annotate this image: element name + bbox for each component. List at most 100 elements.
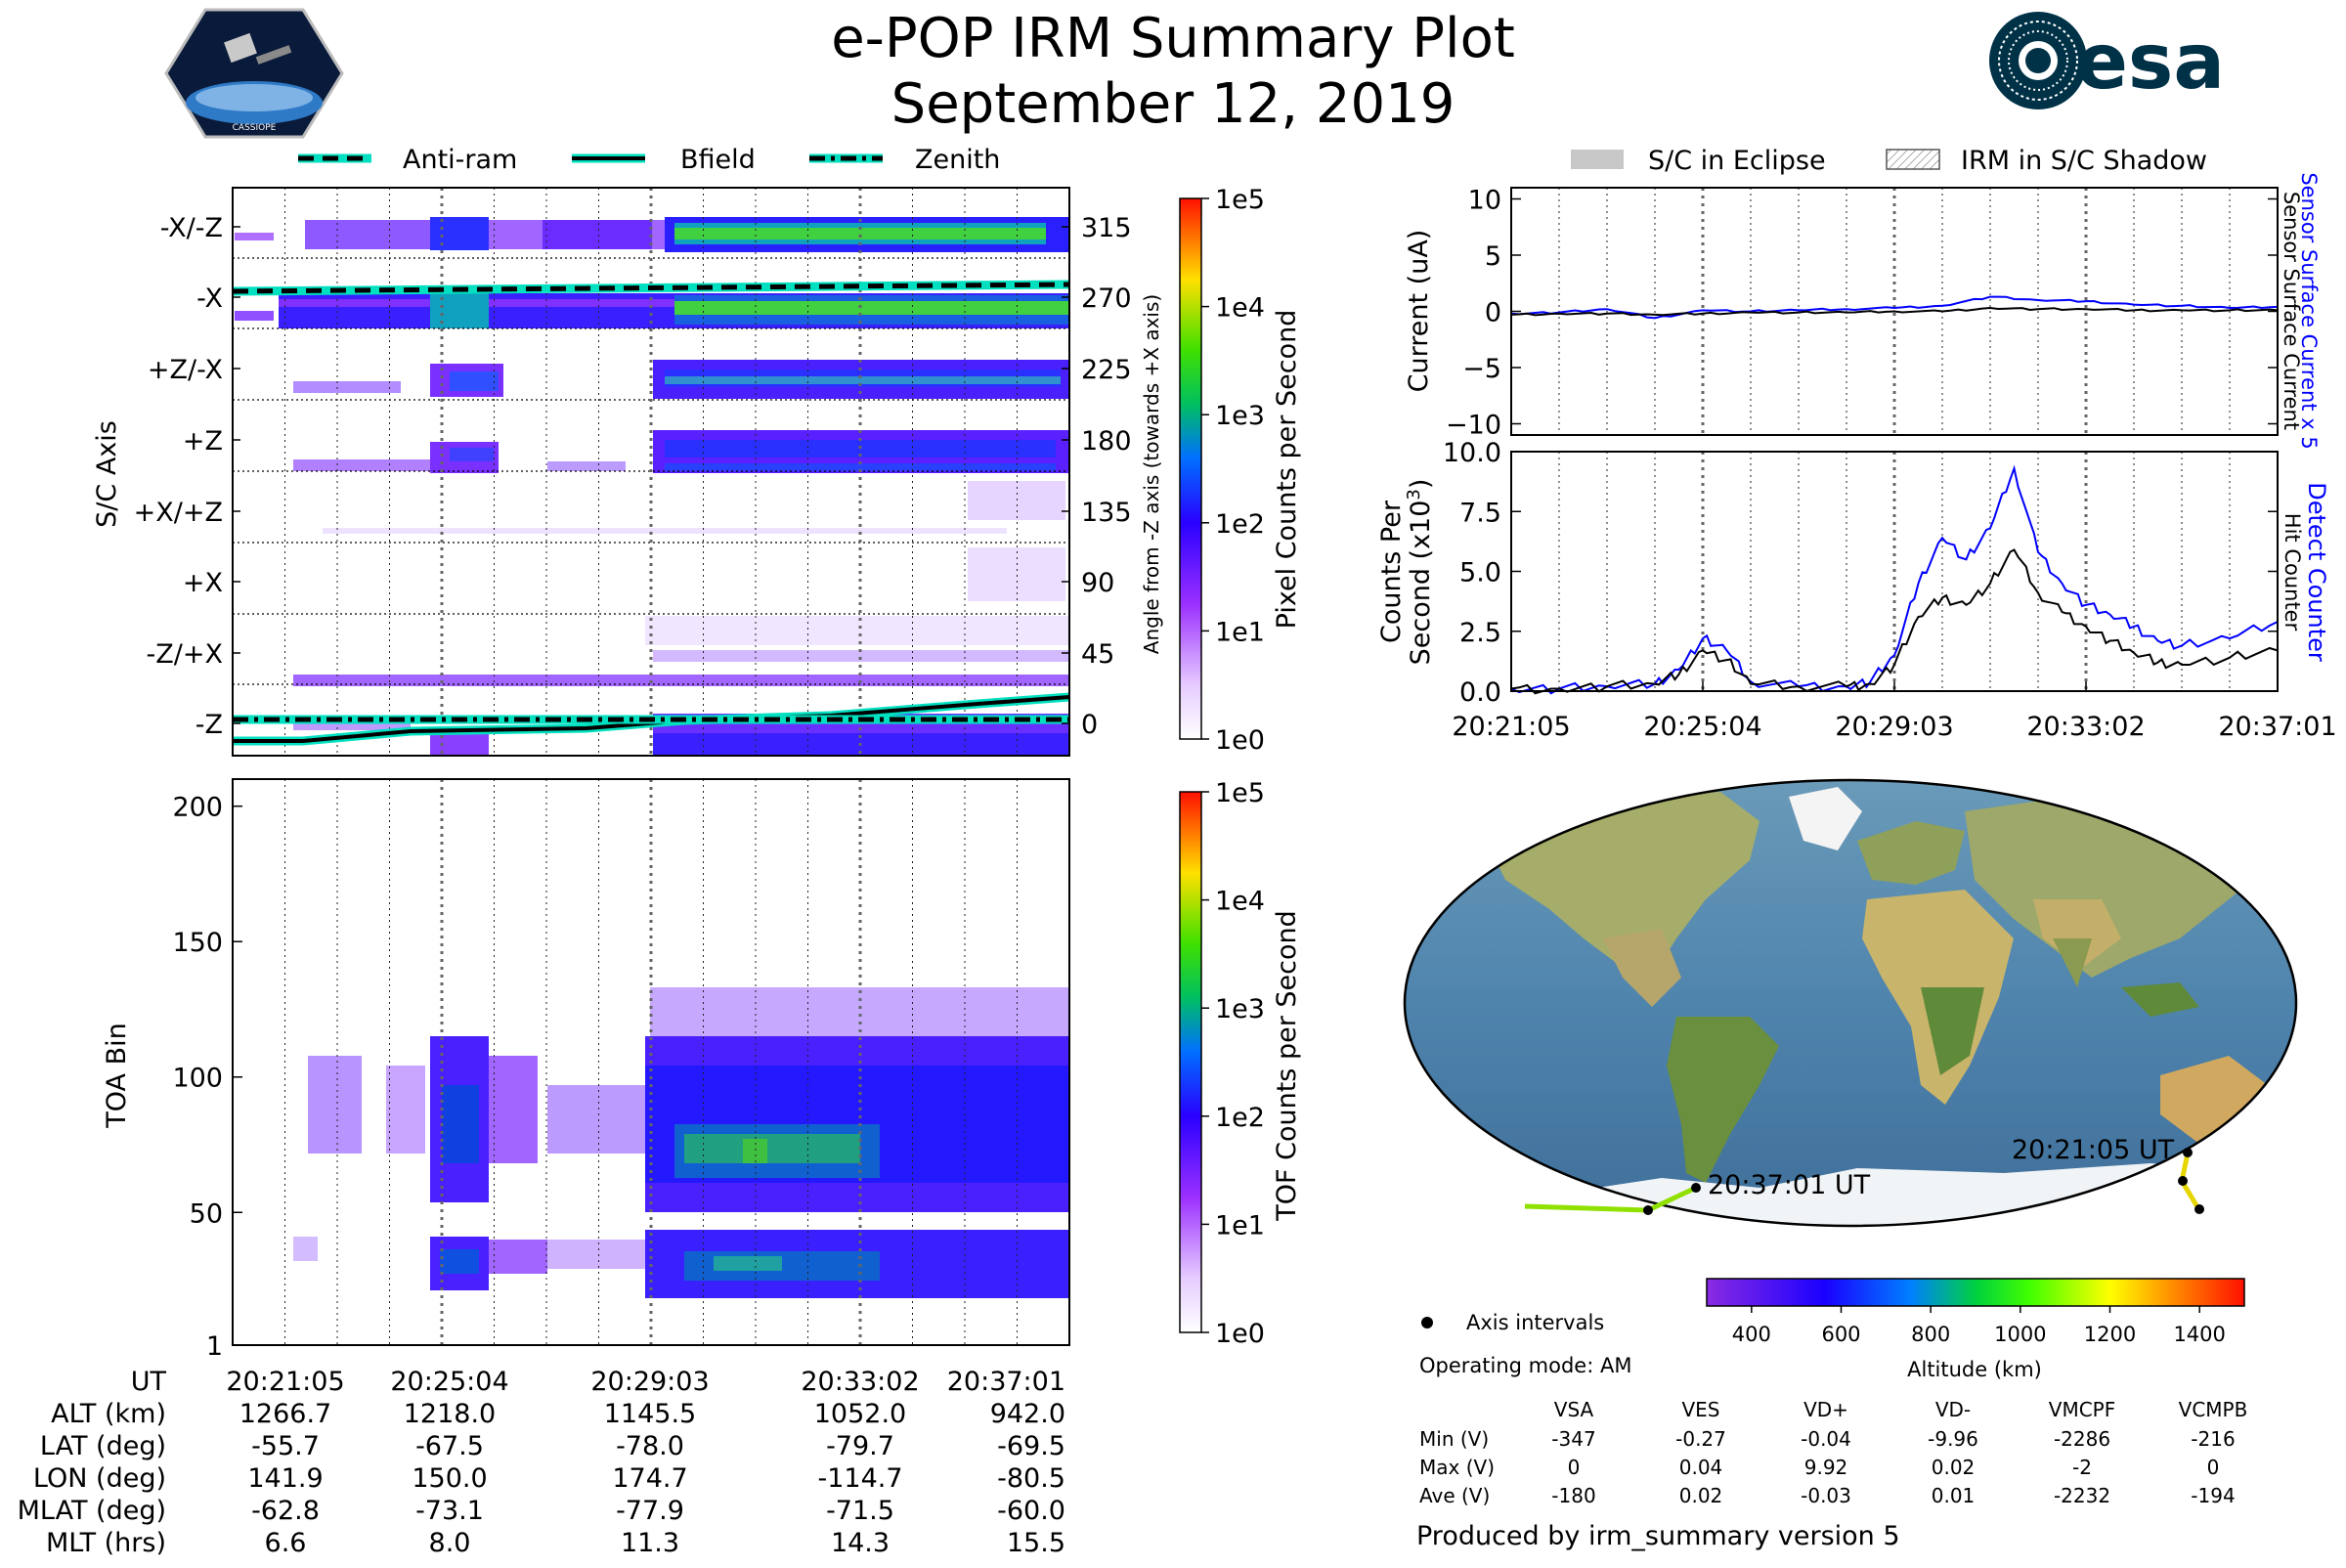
axis-intervals-dot	[1421, 1317, 1433, 1328]
axis-interval-dot	[1643, 1205, 1653, 1215]
legend-top-left: Anti-ram Bfield Zenith	[298, 145, 1000, 175]
voltage-cell: -0.27	[1675, 1427, 1726, 1451]
ephemeris-cell: 8.0	[429, 1528, 471, 1558]
current-vertical-gridlines	[1558, 188, 2231, 435]
voltage-cell: -9.96	[1928, 1427, 1978, 1451]
counts-x-tick-label: 20:21:05	[1452, 712, 1570, 742]
sc-axis-row-label: +Z/-X	[148, 355, 223, 385]
voltage-row-label: Ave (V)	[1419, 1484, 1490, 1507]
axis-interval-dot	[2178, 1176, 2188, 1186]
toa-y-ticks: 200 150 100 50 1	[172, 793, 242, 1362]
voltage-row-label: Max (V)	[1419, 1456, 1495, 1479]
current-series	[1510, 295, 2279, 320]
ephemeris-cell: -73.1	[415, 1496, 484, 1526]
sc-axis-row-labels: -X/-Z -X +Z/-X +Z +X/+Z +X -Z/+X -Z	[134, 213, 240, 740]
counts-x-tick-label: 20:29:03	[1835, 712, 1953, 742]
current-ylabel: Current (uA)	[1404, 230, 1434, 393]
altitude-colorbar: 400 600 800 1000 1200 1400 Altitude (km)	[1706, 1278, 2245, 1381]
altitude-colorbar-label: Altitude (km)	[1907, 1358, 2042, 1381]
legend-label-zenith: Zenith	[915, 145, 1000, 175]
ephemeris-cell: 20:37:01	[947, 1367, 1065, 1397]
cassiope-badge-text: CASSIOPE	[233, 123, 277, 133]
sc-axis-row-label: -Z	[196, 710, 223, 740]
voltage-column-header: VCMPB	[2179, 1398, 2248, 1421]
counts-plot: 10.0 7.5 5.0 2.5 0.0 20:21:05 20:25:04 20:29:0…	[1376, 438, 2337, 742]
y-tick-label: 5	[1485, 241, 1501, 272]
voltage-cell: 9.92	[1804, 1456, 1848, 1479]
ephemeris-cell: 14.3	[831, 1528, 890, 1558]
tof-counts-colorbar-tick-label: 1e0	[1215, 1319, 1265, 1349]
sc-axis-row-label: +Z	[183, 426, 223, 457]
map-legend: Axis intervals Operating mode: AM	[1419, 1311, 1631, 1377]
voltage-cell: 0.02	[1932, 1456, 1976, 1479]
counts-ylabel-line1: Counts Per	[1376, 500, 1407, 643]
voltage-column-header: VD+	[1803, 1398, 1848, 1421]
esa-logo: esa	[1989, 12, 2225, 109]
ephemeris-row-label: ALT (km)	[51, 1399, 166, 1429]
ephemeris-cell: -71.5	[826, 1496, 894, 1526]
voltage-column-header: VMCPF	[2049, 1398, 2115, 1421]
current-right-label-x5: Sensor Surface Current x 5	[2297, 172, 2321, 449]
series-line-sensor-surface-current	[1510, 306, 2279, 317]
counts-x-tick-label: 20:33:02	[2026, 712, 2145, 742]
ephemeris-row-label: LON (deg)	[33, 1463, 166, 1494]
sc-axis-angle-label: 0	[1081, 710, 1098, 740]
sc-axis-angle-label: 225	[1081, 355, 1132, 385]
tof-counts-colorbar-tick-label: 1e4	[1215, 887, 1265, 917]
axis-interval-dot	[2194, 1204, 2204, 1214]
axis-interval-dot	[1691, 1183, 1701, 1193]
counts-ylabel-line2: Second (x103)	[1404, 479, 1436, 666]
toa-heatmap-cells	[293, 987, 1069, 1298]
y-tick-label: 0	[1485, 298, 1501, 328]
ephemeris-cell: -79.7	[826, 1431, 894, 1461]
sc-axis-row-label: -X	[196, 283, 223, 314]
ephemeris-cell: 942.0	[990, 1399, 1065, 1429]
voltage-cell: -2232	[2054, 1484, 2110, 1507]
toa-y-tick-label: 100	[172, 1064, 223, 1094]
tof-counts-colorbar: 1e5 1e4 1e3 1e2 1e1 1e0 TOF Counts per Second	[1179, 778, 1302, 1349]
sc-axis-angle-labels: 315 270 225 180 135 90 45 0	[1062, 213, 1132, 740]
legend-label-bfield: Bfield	[680, 145, 756, 175]
y-tick-label: 10.0	[1443, 438, 1501, 468]
counts-series	[1510, 464, 2279, 695]
voltage-column-header: VES	[1681, 1398, 1719, 1421]
ephemeris-cell: 20:21:05	[226, 1367, 344, 1397]
ephemeris-cell: 11.3	[621, 1528, 679, 1558]
y-tick-label: −5	[1462, 354, 1501, 384]
legend-item-anti-ram: Anti-ram	[298, 145, 517, 175]
tof-counts-colorbar-tick-label: 1e1	[1215, 1210, 1265, 1241]
legend-top-right: S/C in Eclipse IRM in S/C Shadow	[1571, 146, 2207, 176]
counts-y-ticks: 10.0 7.5 5.0 2.5 0.0	[1443, 438, 2278, 708]
y-tick-label: 7.5	[1459, 498, 1501, 528]
tof-counts-colorbar-ticks: 1e5 1e4 1e3 1e2 1e1 1e0	[1201, 778, 1265, 1349]
ephemeris-row-label: LAT (deg)	[40, 1431, 166, 1461]
voltage-cell: -0.03	[1801, 1484, 1851, 1507]
sc-axis-angle-label: 45	[1081, 639, 1114, 670]
counts-right-label-hit: Hit Counter	[2281, 513, 2304, 632]
voltage-cell: -0.04	[1801, 1427, 1851, 1451]
axis-interval-dot	[2183, 1148, 2193, 1157]
ephemeris-cell: -60.0	[997, 1496, 1065, 1526]
legend-label-shadow: IRM in S/C Shadow	[1961, 146, 2207, 176]
ephemeris-cell: -114.7	[817, 1463, 902, 1494]
counts-x-tick-label: 20:25:04	[1643, 712, 1761, 742]
voltage-cell: -194	[2191, 1484, 2235, 1507]
ephemeris-cell: 150.0	[412, 1463, 487, 1494]
tof-counts-colorbar-label: TOF Counts per Second	[1272, 910, 1302, 1222]
counts-x-ticks: 20:21:05 20:25:04 20:29:03 20:33:02 20:37:01	[1452, 681, 2337, 742]
voltage-cell: 0.02	[1679, 1484, 1723, 1507]
ephemeris-cell: 1266.7	[239, 1399, 331, 1429]
voltage-cell: 0.01	[1932, 1484, 1976, 1507]
ephemeris-table: UT 20:21:05 20:25:04 20:29:03 20:33:02 20:37:…	[18, 1367, 1065, 1558]
axis-intervals-label: Axis intervals	[1466, 1311, 1604, 1334]
sc-axis-heatmap-cells	[235, 217, 1069, 756]
orbit-start-label: 20:21:05 UT	[2012, 1135, 2175, 1165]
ephemeris-cell: 141.9	[247, 1463, 323, 1494]
legend-swatch-eclipse	[1571, 150, 1624, 169]
y-tick-label: 2.5	[1459, 618, 1501, 648]
ephemeris-cell: 20:25:04	[390, 1367, 508, 1397]
y-tick-label: 5.0	[1459, 558, 1501, 588]
ephemeris-cell: -69.5	[997, 1431, 1065, 1461]
current-y-ticks: 10 5 0 −5 −10	[1446, 186, 2278, 441]
